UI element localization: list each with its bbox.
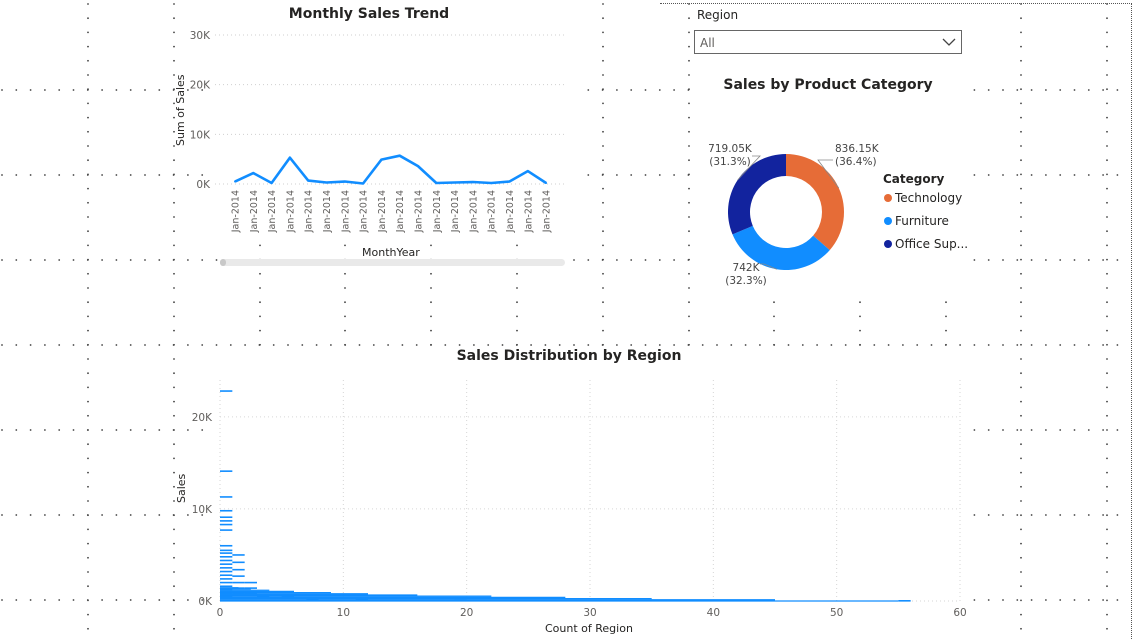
legend-dot-furniture <box>884 217 892 225</box>
dist-y-tick-label: 10K <box>192 504 213 516</box>
dist-x-tick-label: 30 <box>583 607 596 619</box>
trend-x-tick-label: Jan-2014 <box>432 190 443 233</box>
trend-scrollbar-thumb[interactable] <box>220 259 226 266</box>
trend-x-tick-label: Jan-2014 <box>249 190 260 233</box>
trend-data-point <box>526 170 529 173</box>
trend-x-tick-label: Jan-2014 <box>322 190 333 233</box>
trend-chart[interactable]: 0K 10K 20K 30K Jan-2014 Jan-2014 Jan-2014 Jan-2… <box>0 0 600 260</box>
dist-x-axis-title: Count of Region <box>545 622 633 635</box>
donut-slice-technology <box>786 154 844 251</box>
trend-y-tick-label: 30K <box>190 30 211 42</box>
trend-data-point <box>471 181 474 184</box>
trend-x-tick-label: Jan-2014 <box>304 190 315 233</box>
selection-frame-top <box>660 3 1132 4</box>
trend-y-tick-label: 0K <box>196 179 211 191</box>
trend-x-tick-label: Jan-2014 <box>340 190 351 233</box>
trend-y-tick-label: 10K <box>190 129 211 141</box>
trend-x-tick-label: Jan-2014 <box>505 190 516 233</box>
legend-label-furniture: Furniture <box>895 214 949 228</box>
legend-label-office-supplies: Office Sup... <box>895 237 969 251</box>
trend-x-tick-label: Jan-2014 <box>450 190 461 233</box>
legend-dot-technology <box>884 194 892 202</box>
donut-slice-office-sup <box>728 154 786 235</box>
trend-data-point <box>252 172 255 175</box>
donut-data-label-percent: (31.3%) <box>709 156 751 168</box>
region-slicer-value: All <box>700 36 715 50</box>
dist-x-tick-label: 0 <box>217 607 224 619</box>
dist-y-tick-label: 0K <box>198 596 213 608</box>
legend-item-office-supplies[interactable]: Office Sup... <box>884 237 968 251</box>
donut-leader-line <box>817 159 840 189</box>
dist-x-tick-label: 50 <box>830 607 843 619</box>
trend-x-axis-title: MonthYear <box>362 246 420 259</box>
region-slicer-dropdown[interactable]: All <box>694 30 962 54</box>
donut-leader-line <box>760 263 777 270</box>
trend-data-point <box>270 182 273 185</box>
donut-data-label-percent: (32.3%) <box>725 275 767 287</box>
trend-x-tick-label: Jan-2014 <box>267 190 278 233</box>
trend-data-point <box>343 180 346 183</box>
donut-data-label: 719.05K <box>708 143 753 155</box>
legend-item-furniture[interactable]: Furniture <box>884 214 949 228</box>
trend-data-point <box>380 158 383 161</box>
trend-x-tick-label: Jan-2014 <box>468 190 479 233</box>
donut-data-label: 742K <box>733 262 761 274</box>
legend-dot-office-supplies <box>884 240 892 248</box>
trend-y-tick-label: 20K <box>190 80 211 92</box>
dist-x-tick-label: 40 <box>707 607 720 619</box>
trend-data-point <box>325 181 328 184</box>
trend-data-point <box>307 179 310 182</box>
dist-chart-title: Sales Distribution by Region <box>456 348 682 364</box>
trend-data-point <box>362 182 365 185</box>
dist-chart[interactable]: 0 10 20 30 40 50 60 0K 10K 20K <box>0 370 1000 620</box>
trend-data-point <box>453 181 456 184</box>
trend-series-line <box>234 154 547 185</box>
trend-x-tick-label: Jan-2014 <box>231 190 242 233</box>
trend-x-tick-label: Jan-2014 <box>487 190 498 233</box>
dist-x-tick-label: 60 <box>953 607 966 619</box>
trend-data-point <box>490 182 493 185</box>
legend-label-technology: Technology <box>895 191 963 205</box>
trend-x-tick-label: Jan-2014 <box>377 190 388 233</box>
chevron-down-icon <box>942 38 956 46</box>
dist-x-tick-label: 20 <box>460 607 473 619</box>
trend-x-tick-label: Jan-2014 <box>359 190 370 233</box>
selection-frame-right <box>1131 3 1132 639</box>
trend-data-point <box>435 182 438 185</box>
donut-slice-furniture <box>732 225 830 270</box>
trend-data-point <box>545 182 548 185</box>
trend-x-tick-label: Jan-2014 <box>414 190 425 233</box>
trend-x-tick-label: Jan-2014 <box>523 190 534 233</box>
region-slicer-title: Region <box>697 8 739 22</box>
trend-x-tick-label: Jan-2014 <box>285 190 296 233</box>
trend-scrollbar[interactable] <box>220 259 565 266</box>
donut-data-label: 836.15K <box>835 143 880 155</box>
trend-data-point <box>417 165 419 168</box>
trend-data-point <box>508 180 511 183</box>
donut-chart-title: Sales by Product Category <box>723 77 933 93</box>
donut-data-label-percent: (36.4%) <box>835 156 877 168</box>
trend-data-point <box>398 154 401 157</box>
trend-chart-title: Monthly Sales Trend <box>288 6 450 22</box>
trend-x-tick-label: Jan-2014 <box>395 190 406 233</box>
donut-leader-line <box>737 155 761 181</box>
dist-x-tick-label: 10 <box>337 607 350 619</box>
trend-x-tick-label: Jan-2014 <box>542 190 553 233</box>
donut-legend-title: Category <box>883 172 945 186</box>
trend-data-point <box>234 180 236 183</box>
dist-y-tick-label: 20K <box>192 412 213 424</box>
legend-item-technology[interactable]: Technology <box>884 191 962 205</box>
donut-chart[interactable]: 836.15K(36.4%) 742K(32.3%) 719.05K(31.3%) <box>690 130 880 300</box>
trend-data-point <box>288 156 291 159</box>
